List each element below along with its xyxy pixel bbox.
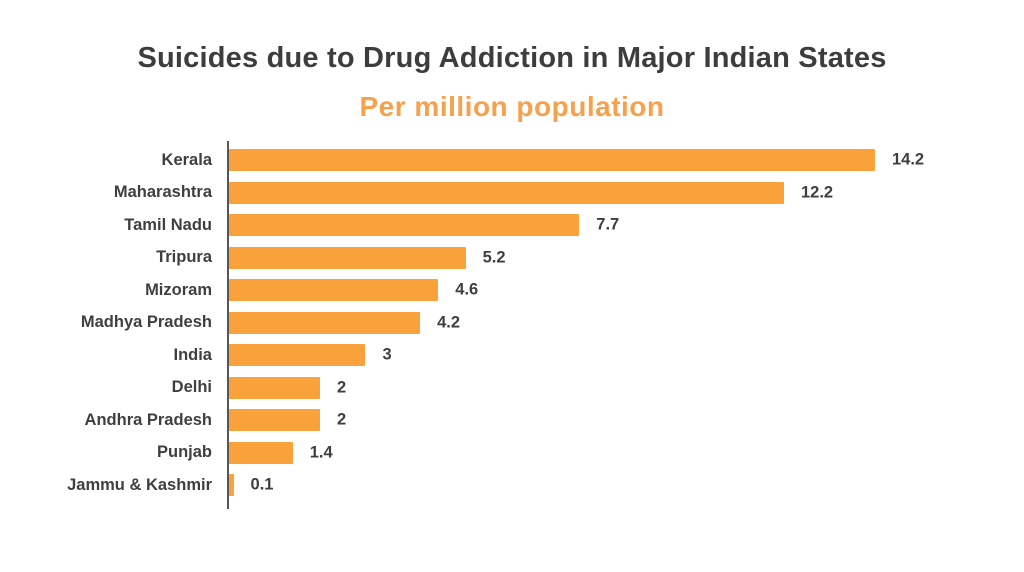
category-label: Kerala	[161, 150, 212, 169]
bar-row: India 3	[0, 339, 1000, 372]
chart-subtitle: Per million population	[359, 91, 665, 122]
value-label: 4.6	[455, 280, 479, 299]
bar	[229, 149, 875, 172]
bar	[229, 181, 784, 204]
category-label: Jammu & Kashmir	[67, 475, 212, 494]
value-label: 2	[336, 410, 347, 429]
category-label: Andhra Pradesh	[84, 410, 212, 429]
bar-track: 12.2	[229, 181, 1000, 204]
bar-row: Jammu & Kashmir 0.1	[0, 469, 1000, 502]
value-label: 12.2	[801, 183, 834, 202]
bar	[229, 279, 439, 302]
bar-row: Mizoram 4.6	[0, 274, 1000, 307]
bar-track: 2	[229, 409, 1000, 432]
chart-title: Suicides due to Drug Addiction in Major …	[137, 42, 887, 74]
value-label: 2	[336, 378, 347, 397]
category-label: India	[173, 345, 212, 364]
value-label: 3	[382, 345, 392, 364]
bar-track: 4.2	[229, 311, 1000, 334]
bar	[229, 376, 320, 399]
category-label: Tamil Nadu	[124, 215, 212, 234]
bar-track: 7.7	[229, 214, 1000, 237]
category-label: Maharashtra	[113, 183, 212, 202]
bar-rows: Kerala 14.2 Maharashtra 12.2 Tamil Nadu …	[0, 144, 1000, 502]
bar	[229, 311, 421, 334]
bar-row: Kerala 14.2	[0, 144, 1000, 177]
value-label: 1.4	[309, 443, 333, 462]
value-label: 5.2	[482, 248, 506, 267]
bar-track: 2	[229, 376, 1000, 399]
bar-row: Tamil Nadu 7.7	[0, 209, 1000, 242]
bar-row: Delhi 2	[0, 372, 1000, 405]
category-label: Mizoram	[145, 280, 212, 299]
value-label: 4.2	[437, 313, 460, 332]
bar-track: 14.2	[229, 149, 1000, 172]
bar-track: 3	[229, 344, 1000, 367]
chart-page: Suicides due to Drug Addiction in Major …	[0, 42, 1024, 572]
category-label: Punjab	[156, 443, 212, 462]
bar-row: Madhya Pradesh 4.2	[0, 307, 1000, 340]
category-label: Madhya Pradesh	[80, 313, 212, 332]
y-axis-line	[227, 141, 229, 509]
value-label: 0.1	[250, 475, 274, 494]
value-label: 14.2	[892, 150, 925, 169]
bar-track: 1.4	[229, 441, 1000, 464]
bar-chart: Kerala 14.2 Maharashtra 12.2 Tamil Nadu …	[0, 141, 1000, 509]
bar-row: Punjab 1.4	[0, 437, 1000, 470]
bar-track: 0.1	[229, 474, 1000, 497]
bar	[229, 246, 466, 269]
bar	[229, 409, 320, 432]
bar	[229, 344, 366, 367]
bar-track: 4.6	[229, 279, 1000, 302]
bar-row: Tripura 5.2	[0, 242, 1000, 275]
category-label: Tripura	[156, 248, 212, 267]
value-label: 7.7	[596, 215, 620, 234]
bar	[229, 474, 234, 497]
category-label: Delhi	[171, 378, 212, 397]
bar	[229, 214, 580, 237]
bar	[229, 441, 293, 464]
bar-track: 5.2	[229, 246, 1000, 269]
bar-row: Maharashtra 12.2	[0, 177, 1000, 210]
bar-row: Andhra Pradesh 2	[0, 404, 1000, 437]
